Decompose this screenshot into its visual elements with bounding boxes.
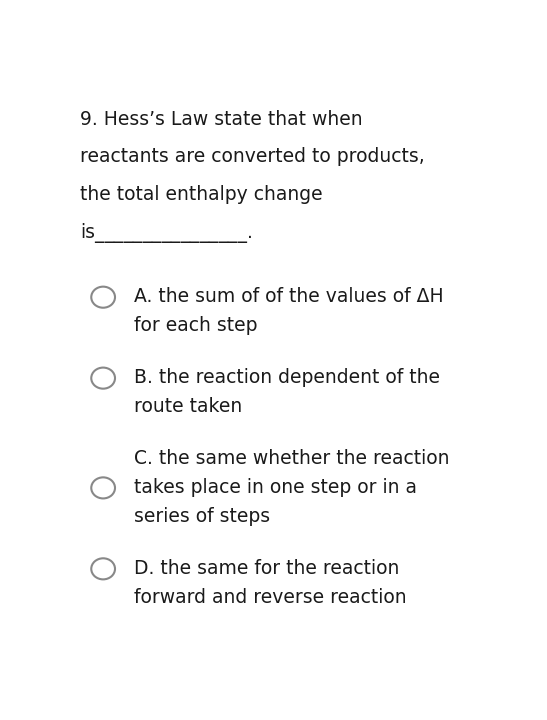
Text: route taken: route taken <box>134 397 242 416</box>
Text: takes place in one step or in a: takes place in one step or in a <box>134 478 417 497</box>
Text: the total enthalpy change: the total enthalpy change <box>80 185 323 204</box>
Text: is________________.: is________________. <box>80 222 253 243</box>
Text: reactants are converted to products,: reactants are converted to products, <box>80 148 425 166</box>
Text: A. the sum of of the values of ΔH: A. the sum of of the values of ΔH <box>134 287 444 306</box>
Text: B. the reaction dependent of the: B. the reaction dependent of the <box>134 368 440 387</box>
Text: series of steps: series of steps <box>134 507 270 526</box>
Text: C. the same whether the reaction: C. the same whether the reaction <box>134 449 450 468</box>
Text: D. the same for the reaction: D. the same for the reaction <box>134 559 399 577</box>
Text: forward and reverse reaction: forward and reverse reaction <box>134 588 407 606</box>
Text: 9. Hess’s Law state that when: 9. Hess’s Law state that when <box>80 109 363 129</box>
Text: for each step: for each step <box>134 316 258 335</box>
